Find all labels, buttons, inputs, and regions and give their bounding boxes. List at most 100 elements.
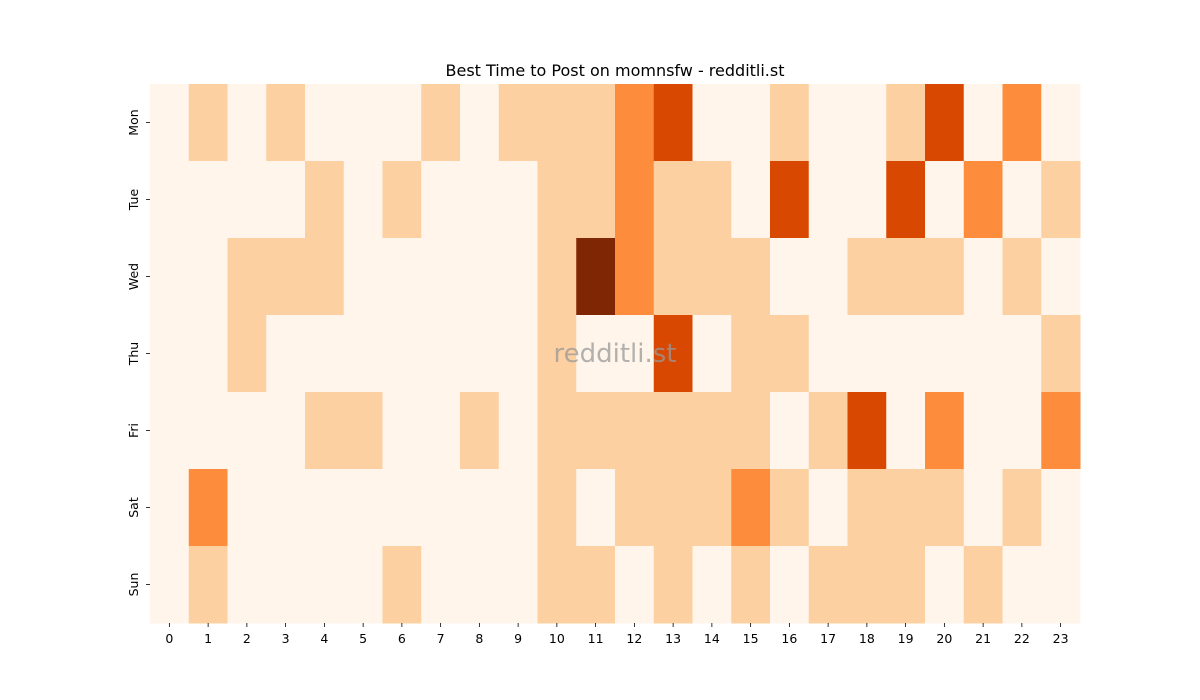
heatmap-cell-sun-16 [770, 546, 810, 624]
heatmap-cell-tue-16 [770, 161, 810, 239]
heatmap-cell-sat-2 [227, 469, 267, 547]
heatmap-cell-sat-20 [925, 469, 965, 547]
heatmap-cell-mon-22 [1002, 84, 1042, 162]
watermark-text: redditli.st [554, 339, 677, 369]
heatmap-cell-sun-9 [498, 546, 538, 624]
heatmap-cell-fri-12 [615, 392, 655, 470]
heatmap-cell-fri-19 [886, 392, 926, 470]
heatmap-cell-mon-12 [615, 84, 655, 162]
x-tick-label: 11 [588, 631, 604, 646]
heatmap-cell-tue-1 [188, 161, 228, 239]
x-tick-label: 19 [898, 631, 914, 646]
heatmap-cell-sat-13 [653, 469, 693, 547]
heatmap-cell-sat-11 [576, 469, 616, 547]
heatmap-cell-sun-11 [576, 546, 616, 624]
heatmap-cell-mon-8 [460, 84, 500, 162]
heatmap-cell-thu-0 [150, 315, 190, 393]
heatmap-cell-sun-20 [925, 546, 965, 624]
heatmap-cell-sun-21 [963, 546, 1003, 624]
heatmap-cell-fri-8 [460, 392, 500, 470]
heatmap-cell-thu-11 [576, 315, 616, 393]
x-tick-label: 22 [1014, 631, 1030, 646]
heatmap-cell-thu-3 [266, 315, 306, 393]
heatmap-cell-sun-22 [1002, 546, 1042, 624]
x-tick-label: 1 [204, 631, 212, 646]
chart-title: Best Time to Post on momnsfw - redditli.… [446, 61, 785, 80]
heatmap-cell-wed-19 [886, 238, 926, 316]
heatmap-cell-sun-10 [537, 546, 577, 624]
heatmap-cells [150, 84, 1081, 624]
heatmap-cell-wed-0 [150, 238, 190, 316]
heatmap-cell-wed-2 [227, 238, 267, 316]
heatmap-cell-tue-17 [808, 161, 848, 239]
x-tick-label: 2 [243, 631, 251, 646]
heatmap-cell-tue-10 [537, 161, 577, 239]
heatmap-cell-thu-6 [382, 315, 422, 393]
heatmap-cell-sun-14 [692, 546, 732, 624]
heatmap-cell-wed-7 [421, 238, 461, 316]
heatmap-cell-mon-5 [343, 84, 383, 162]
heatmap-cell-wed-17 [808, 238, 848, 316]
heatmap-cell-tue-13 [653, 161, 693, 239]
heatmap-cell-tue-18 [847, 161, 887, 239]
x-tick-label: 23 [1053, 631, 1069, 646]
x-tick-label: 12 [626, 631, 642, 646]
heatmap-cell-tue-3 [266, 161, 306, 239]
x-tick-label: 9 [514, 631, 522, 646]
heatmap-cell-thu-5 [343, 315, 383, 393]
heatmap-cell-mon-21 [963, 84, 1003, 162]
heatmap-cell-tue-23 [1041, 161, 1081, 239]
heatmap-cell-wed-11 [576, 238, 616, 316]
heatmap-cell-thu-19 [886, 315, 926, 393]
heatmap-cell-mon-11 [576, 84, 616, 162]
heatmap-cell-wed-4 [305, 238, 345, 316]
heatmap-cell-sun-2 [227, 546, 267, 624]
heatmap-cell-fri-7 [421, 392, 461, 470]
x-tick-label: 16 [781, 631, 797, 646]
heatmap-cell-tue-7 [421, 161, 461, 239]
heatmap-cell-fri-15 [731, 392, 771, 470]
heatmap-cell-mon-13 [653, 84, 693, 162]
heatmap-cell-tue-6 [382, 161, 422, 239]
heatmap-cell-sat-18 [847, 469, 887, 547]
heatmap-cell-sat-7 [421, 469, 461, 547]
heatmap-cell-mon-18 [847, 84, 887, 162]
heatmap-cell-thu-18 [847, 315, 887, 393]
heatmap-cell-fri-16 [770, 392, 810, 470]
heatmap-cell-sat-3 [266, 469, 306, 547]
heatmap-cell-wed-14 [692, 238, 732, 316]
x-tick-label: 8 [475, 631, 483, 646]
heatmap-cell-thu-16 [770, 315, 810, 393]
x-tick-label: 7 [437, 631, 445, 646]
heatmap-cell-sun-7 [421, 546, 461, 624]
heatmap-cell-sun-0 [150, 546, 190, 624]
heatmap-cell-tue-22 [1002, 161, 1042, 239]
heatmap-cell-fri-5 [343, 392, 383, 470]
heatmap-cell-fri-20 [925, 392, 965, 470]
heatmap-cell-thu-4 [305, 315, 345, 393]
heatmap-cell-wed-23 [1041, 238, 1081, 316]
x-tick-label: 14 [704, 631, 720, 646]
heatmap-cell-sun-1 [188, 546, 228, 624]
heatmap-cell-mon-2 [227, 84, 267, 162]
heatmap-cell-fri-9 [498, 392, 538, 470]
heatmap-cell-fri-10 [537, 392, 577, 470]
heatmap-cell-fri-13 [653, 392, 693, 470]
x-tick-label: 18 [859, 631, 875, 646]
heatmap-cell-sat-15 [731, 469, 771, 547]
heatmap-cell-sat-23 [1041, 469, 1081, 547]
heatmap-cell-tue-20 [925, 161, 965, 239]
heatmap-cell-fri-11 [576, 392, 616, 470]
heatmap-cell-tue-2 [227, 161, 267, 239]
heatmap-cell-thu-17 [808, 315, 848, 393]
x-tick-label: 0 [165, 631, 173, 646]
y-tick-label: Fri [126, 423, 141, 438]
heatmap-cell-mon-4 [305, 84, 345, 162]
heatmap-cell-mon-20 [925, 84, 965, 162]
heatmap-cell-wed-10 [537, 238, 577, 316]
heatmap-cell-tue-15 [731, 161, 771, 239]
heatmap-cell-wed-9 [498, 238, 538, 316]
heatmap-cell-wed-6 [382, 238, 422, 316]
heatmap-cell-tue-0 [150, 161, 190, 239]
